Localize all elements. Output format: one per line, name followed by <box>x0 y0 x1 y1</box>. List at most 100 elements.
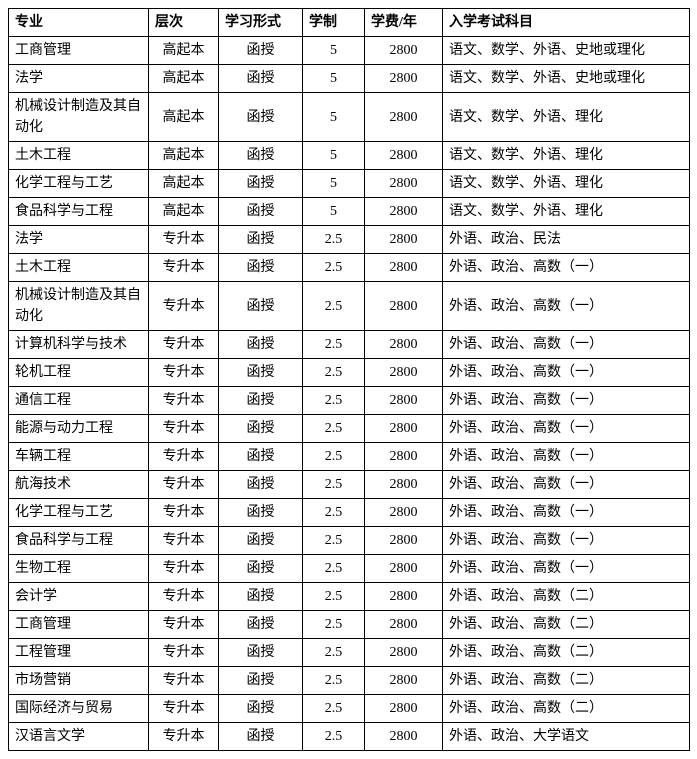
table-cell: 外语、政治、高数（一） <box>443 471 690 499</box>
table-cell: 2800 <box>365 527 443 555</box>
table-cell: 法学 <box>9 65 149 93</box>
table-cell: 5 <box>303 37 365 65</box>
table-cell: 2800 <box>365 583 443 611</box>
table-cell: 外语、政治、高数（一） <box>443 254 690 282</box>
table-cell: 5 <box>303 198 365 226</box>
table-cell: 函授 <box>219 226 303 254</box>
table-cell: 专升本 <box>149 359 219 387</box>
table-cell: 函授 <box>219 142 303 170</box>
table-cell: 5 <box>303 142 365 170</box>
table-row: 航海技术专升本函授2.52800外语、政治、高数（一） <box>9 471 690 499</box>
header-major: 专业 <box>9 9 149 37</box>
table-cell: 专升本 <box>149 667 219 695</box>
table-cell: 2800 <box>365 93 443 142</box>
table-cell: 外语、政治、高数（一） <box>443 359 690 387</box>
table-row: 工程管理专升本函授2.52800外语、政治、高数（二） <box>9 639 690 667</box>
table-cell: 专升本 <box>149 527 219 555</box>
table-cell: 2.5 <box>303 331 365 359</box>
table-row: 工商管理专升本函授2.52800外语、政治、高数（二） <box>9 611 690 639</box>
table-header-row: 专业 层次 学习形式 学制 学费/年 入学考试科目 <box>9 9 690 37</box>
table-body: 工商管理高起本函授52800语文、数学、外语、史地或理化法学高起本函授52800… <box>9 37 690 751</box>
table-cell: 食品科学与工程 <box>9 527 149 555</box>
table-cell: 外语、政治、大学语文 <box>443 723 690 751</box>
table-cell: 函授 <box>219 37 303 65</box>
table-row: 轮机工程专升本函授2.52800外语、政治、高数（一） <box>9 359 690 387</box>
table-cell: 5 <box>303 65 365 93</box>
table-cell: 函授 <box>219 695 303 723</box>
program-table: 专业 层次 学习形式 学制 学费/年 入学考试科目 工商管理高起本函授52800… <box>8 8 690 751</box>
table-cell: 2.5 <box>303 583 365 611</box>
table-cell: 外语、政治、高数（二） <box>443 639 690 667</box>
table-cell: 工程管理 <box>9 639 149 667</box>
table-cell: 机械设计制造及其自动化 <box>9 282 149 331</box>
table-cell: 专升本 <box>149 415 219 443</box>
table-cell: 外语、政治、高数（一） <box>443 387 690 415</box>
table-row: 计算机科学与技术专升本函授2.52800外语、政治、高数（一） <box>9 331 690 359</box>
table-cell: 2.5 <box>303 282 365 331</box>
table-cell: 专升本 <box>149 499 219 527</box>
table-cell: 高起本 <box>149 37 219 65</box>
table-cell: 轮机工程 <box>9 359 149 387</box>
table-row: 法学高起本函授52800语文、数学、外语、史地或理化 <box>9 65 690 93</box>
table-row: 机械设计制造及其自动化高起本函授52800语文、数学、外语、理化 <box>9 93 690 142</box>
table-cell: 化学工程与工艺 <box>9 499 149 527</box>
header-duration: 学制 <box>303 9 365 37</box>
table-cell: 2800 <box>365 695 443 723</box>
table-cell: 函授 <box>219 170 303 198</box>
table-cell: 2800 <box>365 254 443 282</box>
table-cell: 航海技术 <box>9 471 149 499</box>
header-level: 层次 <box>149 9 219 37</box>
table-cell: 2800 <box>365 331 443 359</box>
table-cell: 语文、数学、外语、理化 <box>443 198 690 226</box>
table-cell: 机械设计制造及其自动化 <box>9 93 149 142</box>
table-cell: 2800 <box>365 359 443 387</box>
table-cell: 2800 <box>365 723 443 751</box>
header-subjects: 入学考试科目 <box>443 9 690 37</box>
table-cell: 2.5 <box>303 527 365 555</box>
header-form: 学习形式 <box>219 9 303 37</box>
table-cell: 2800 <box>365 555 443 583</box>
table-row: 化学工程与工艺高起本函授52800语文、数学、外语、理化 <box>9 170 690 198</box>
table-cell: 专升本 <box>149 254 219 282</box>
table-cell: 专升本 <box>149 611 219 639</box>
table-cell: 专升本 <box>149 555 219 583</box>
table-cell: 外语、政治、高数（一） <box>443 499 690 527</box>
table-cell: 专升本 <box>149 583 219 611</box>
table-row: 车辆工程专升本函授2.52800外语、政治、高数（一） <box>9 443 690 471</box>
table-cell: 函授 <box>219 254 303 282</box>
table-cell: 语文、数学、外语、理化 <box>443 142 690 170</box>
table-row: 国际经济与贸易专升本函授2.52800外语、政治、高数（二） <box>9 695 690 723</box>
table-cell: 函授 <box>219 583 303 611</box>
table-cell: 函授 <box>219 331 303 359</box>
table-cell: 2800 <box>365 611 443 639</box>
table-cell: 2.5 <box>303 555 365 583</box>
table-cell: 2800 <box>365 443 443 471</box>
table-cell: 专升本 <box>149 282 219 331</box>
table-cell: 语文、数学、外语、理化 <box>443 170 690 198</box>
table-cell: 土木工程 <box>9 142 149 170</box>
table-cell: 专升本 <box>149 331 219 359</box>
table-cell: 函授 <box>219 723 303 751</box>
table-cell: 专升本 <box>149 387 219 415</box>
table-cell: 2800 <box>365 639 443 667</box>
table-cell: 专升本 <box>149 226 219 254</box>
table-cell: 5 <box>303 170 365 198</box>
table-cell: 车辆工程 <box>9 443 149 471</box>
table-cell: 专升本 <box>149 639 219 667</box>
table-cell: 2.5 <box>303 695 365 723</box>
table-cell: 函授 <box>219 443 303 471</box>
table-cell: 2800 <box>365 471 443 499</box>
table-row: 机械设计制造及其自动化专升本函授2.52800外语、政治、高数（一） <box>9 282 690 331</box>
table-cell: 2.5 <box>303 667 365 695</box>
table-cell: 外语、政治、高数（二） <box>443 583 690 611</box>
table-cell: 2800 <box>365 667 443 695</box>
table-cell: 专升本 <box>149 443 219 471</box>
table-cell: 语文、数学、外语、理化 <box>443 93 690 142</box>
table-cell: 专升本 <box>149 695 219 723</box>
table-cell: 生物工程 <box>9 555 149 583</box>
table-row: 食品科学与工程专升本函授2.52800外语、政治、高数（一） <box>9 527 690 555</box>
table-cell: 2800 <box>365 170 443 198</box>
table-cell: 函授 <box>219 282 303 331</box>
table-cell: 函授 <box>219 555 303 583</box>
table-cell: 外语、政治、高数（一） <box>443 331 690 359</box>
